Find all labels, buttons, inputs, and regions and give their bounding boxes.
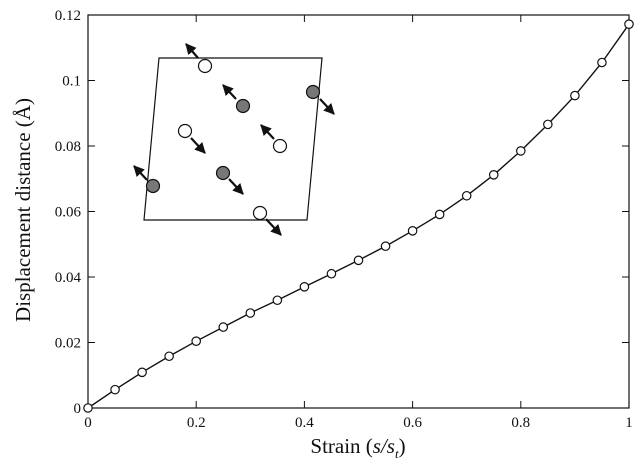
data-point: [218, 322, 229, 332]
inset-displacement-arrows: [133, 43, 335, 236]
data-point: [461, 190, 472, 201]
open-atom: [272, 138, 288, 154]
y-tick-label: 0.04: [55, 270, 82, 286]
filled-atom: [145, 178, 161, 194]
x-tick-label: 0.2: [187, 415, 206, 431]
x-tick-label: 0.8: [511, 415, 530, 431]
data-point: [272, 295, 283, 306]
inset-arrow: [222, 84, 237, 100]
y-tick-label: 0: [74, 401, 82, 417]
data-point: [434, 209, 445, 220]
data-point: [164, 351, 174, 362]
data-point: [353, 255, 364, 266]
data-point: [407, 226, 418, 236]
x-tick-label: 0: [84, 415, 92, 431]
filled-atom: [305, 84, 321, 100]
data-point: [299, 282, 310, 292]
y-axis-ticks: 0 0.02 0.04 0.06 0.08 0.1 0.12: [55, 8, 629, 417]
data-point: [245, 308, 256, 318]
inset-arrow: [185, 43, 199, 59]
inset-diagram: [133, 43, 335, 236]
data-point: [137, 367, 147, 378]
inset-arrow: [265, 218, 282, 236]
x-axis-title: Strain (s/st): [310, 434, 405, 461]
data-point: [488, 170, 499, 180]
x-tick-label: 0.6: [403, 415, 422, 431]
open-atom: [197, 58, 213, 74]
filled-atom: [215, 165, 231, 181]
data-point: [543, 119, 553, 130]
data-point: [597, 57, 607, 68]
open-atom: [177, 123, 193, 139]
filled-atom: [235, 98, 251, 114]
data-point: [326, 268, 337, 279]
y-tick-label: 0.06: [55, 205, 82, 221]
data-point: [624, 19, 634, 29]
data-point: [570, 90, 580, 101]
inset-atoms: [145, 58, 321, 221]
data-point: [110, 384, 120, 395]
y-tick-label: 0.12: [55, 8, 81, 24]
series-layer: [83, 19, 634, 413]
y-tick-label: 0.08: [55, 139, 81, 155]
inset-arrow: [190, 137, 206, 154]
y-axis-title: Displacement distance (Å): [11, 98, 35, 322]
inset-arrow: [133, 165, 148, 181]
inset-unit-cell: [143, 57, 323, 221]
data-point: [380, 241, 391, 252]
data-point: [191, 336, 201, 346]
x-tick-label: 0.4: [295, 415, 314, 431]
data-point: [515, 146, 526, 156]
open-atom: [252, 205, 268, 221]
y-tick-label: 0.02: [55, 336, 81, 352]
data-point: [83, 403, 93, 413]
y-tick-label: 0.1: [62, 74, 81, 90]
x-tick-label: 1: [625, 415, 633, 431]
inset-arrow: [260, 124, 275, 140]
inset-arrow: [319, 98, 335, 115]
x-axis-ticks: 0 0.2 0.4 0.6 0.8 1: [84, 15, 633, 431]
inset-arrow: [228, 178, 244, 195]
